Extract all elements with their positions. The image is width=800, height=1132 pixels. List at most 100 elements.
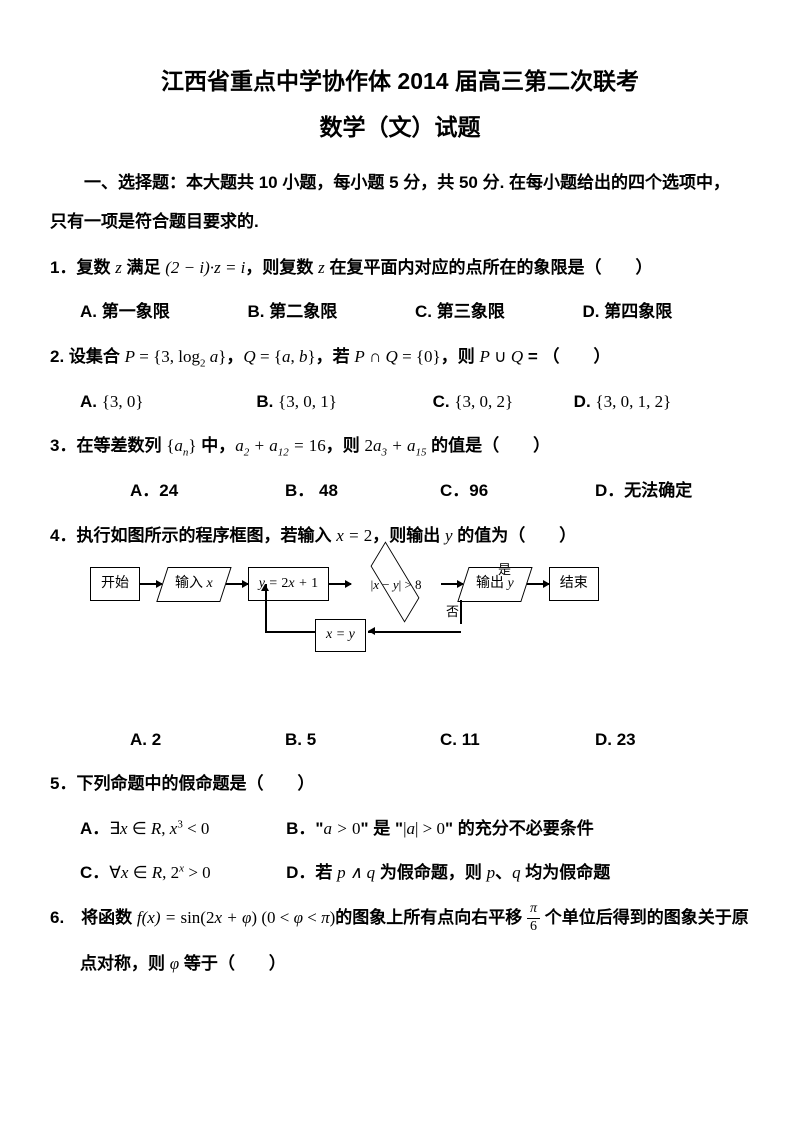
flowchart: 开始 输入 x y = 2x + 1 |x − y| > 8 输出 y 结束 是… <box>90 564 750 674</box>
fc-loop-v2 <box>265 584 267 632</box>
fc-loop-arrowhead-1 <box>368 627 375 635</box>
q6-frac-den: 6 <box>527 919 540 936</box>
q1-options: A. 第一象限 B. 第二象限 C. 第三象限 D. 第四象限 <box>50 296 750 328</box>
q5-opt-d: D．若 p ∧ q 为假命题，则 p、q 均为假命题 <box>286 857 750 889</box>
question-3: 3．在等差数列 {an} 中，a2 + a12 = 16，则 2a3 + a15… <box>50 430 750 463</box>
question-1: 1．复数 z 满足 (2 − i)·z = i，则复数 z 在复平面内对应的点所… <box>50 252 750 284</box>
q3-suffix: 的值是（ ） <box>426 436 550 455</box>
q6-fx: f(x) = sin(2x + φ) <box>137 908 257 927</box>
q2-eq2: = （ ） <box>523 347 610 366</box>
q2-p: P <box>125 347 135 366</box>
q2-q: Q <box>243 347 255 366</box>
q1-mid2: ，则复数 <box>245 258 318 277</box>
q4-prefix: 4．执行如图所示的程序框图，若输入 <box>50 526 336 545</box>
q3-opt-a: A．24 <box>130 475 285 507</box>
fc-input-text: 输入 x <box>175 571 213 598</box>
q5-b-m2: |a| > 0 <box>403 819 445 838</box>
q6-frac-num: π <box>527 901 540 919</box>
q3-opt-b: B． 48 <box>285 475 440 507</box>
q5-d-pre: D．若 <box>286 863 337 882</box>
q2-opt-d: D. {3, 0, 1, 2} <box>574 386 750 418</box>
fc-loop-arrowhead-2 <box>261 584 269 591</box>
q5-opt-c: C．∀x ∈ R, 2x > 0 <box>80 857 286 889</box>
q1-opt-d: D. 第四象限 <box>583 296 751 328</box>
q4-mid: ，则输出 <box>372 526 445 545</box>
q5-d-m1: p ∧ q <box>337 863 375 882</box>
fc-arrow-2 <box>226 583 248 585</box>
title-line2: 数学（文）试题 <box>50 106 750 150</box>
q6-phi: φ <box>170 954 179 973</box>
q2-mid2: ，则 <box>441 347 480 366</box>
q5-b-suf: " 的充分不必要条件 <box>445 819 594 838</box>
q5-d-mid2: 、 <box>495 863 512 882</box>
q5-b-pre: B．" <box>286 819 323 838</box>
fc-input: 输入 x <box>156 567 231 602</box>
q5-b-mid: " 是 " <box>360 819 403 838</box>
q3-mid1: 中， <box>197 436 236 455</box>
fc-calc: y = 2x + 1 <box>248 567 329 602</box>
q2-options: A. {3, 0} B. {3, 0, 1} C. {3, 0, 2} D. {… <box>50 386 750 418</box>
question-2: 2. 设集合 P = {3, log2 a}，Q = {a, b}，若 P ∩ … <box>50 341 750 374</box>
q1-eq: (2 − i)·z = i <box>165 258 245 277</box>
q6-l2-pre: 点对称，则 <box>80 954 170 973</box>
q2-cup: ∪ <box>490 347 511 366</box>
q3-an: {an} <box>166 436 196 455</box>
fc-cond: |x − y| > 8 <box>351 566 441 602</box>
q4-opt-a: A. 2 <box>130 724 285 756</box>
fc-output: 输出 y <box>457 567 532 602</box>
question-5: 5．下列命题中的假命题是（ ） <box>50 768 750 800</box>
title-line1: 江西省重点中学协作体 2014 届高三第二次联考 <box>50 60 750 104</box>
q4-opt-d: D. 23 <box>595 724 750 756</box>
q1-mid1: 满足 <box>122 258 165 277</box>
q2-pqeq: = {0} <box>398 347 441 366</box>
q2-pq2: Q <box>386 347 398 366</box>
q5-b-m1: a > 0 <box>324 819 361 838</box>
q3-options: A．24 B． 48 C．96 D．无法确定 <box>50 475 750 507</box>
section-header-line2: 只有一项是符合题目要求的. <box>50 206 750 238</box>
q4-x2: x = 2 <box>336 526 372 545</box>
q3-eq1: a2 + a12 = 16 <box>235 436 325 455</box>
fc-arrow-5 <box>527 583 549 585</box>
fc-yes-label: 是 <box>498 558 511 583</box>
q1-opt-b: B. 第二象限 <box>248 296 416 328</box>
question-6: 6. 将函数 f(x) = sin(2x + φ) (0 < φ < π)的图象… <box>50 901 750 936</box>
q3-opt-d: D．无法确定 <box>595 475 750 507</box>
q2-opt-c: C. {3, 0, 2} <box>433 386 574 418</box>
section-header-line1: 一、选择题：本大题共 10 小题，每小题 5 分，共 50 分. 在每小题给出的… <box>50 167 750 199</box>
q1-prefix: 1．复数 <box>50 258 115 277</box>
q2-c1: ， <box>226 347 243 366</box>
q4-opt-c: C. 11 <box>440 724 595 756</box>
q5-d-suf: 均为假命题 <box>521 863 611 882</box>
fc-no-label: 否 <box>446 600 459 625</box>
q5-a-math: ∃x ∈ R, x3 < 0 <box>109 819 209 838</box>
q3-opt-c: C．96 <box>440 475 595 507</box>
q1-suffix: 在复平面内对应的点所在的象限是（ ） <box>325 258 653 277</box>
fc-loop-v1 <box>460 600 462 624</box>
fc-arrow-4 <box>441 583 463 585</box>
q2-peq: = {3, log2 a} <box>135 347 226 366</box>
fc-loop-h1 <box>368 631 461 633</box>
q5-opt-b: B．"a > 0" 是 "|a| > 0" 的充分不必要条件 <box>286 813 750 845</box>
q2-prefix: 2. 设集合 <box>50 347 125 366</box>
question-6-line2: 点对称，则 φ 等于（ ） <box>50 948 750 980</box>
fc-cond-text: |x − y| > 8 <box>351 573 441 598</box>
q6-prefix: 6. 将函数 <box>50 908 137 927</box>
q2-uq: Q <box>511 347 523 366</box>
flowchart-row1: 开始 输入 x y = 2x + 1 |x − y| > 8 输出 y 结束 <box>90 564 750 604</box>
q6-mid2: 个单位后得到的图象关于原 <box>540 908 749 927</box>
q2-opt-a: A. {3, 0} <box>80 386 256 418</box>
q4-options: A. 2 B. 5 C. 11 D. 23 <box>50 724 750 756</box>
q2-pu: P <box>479 347 489 366</box>
q4-opt-b: B. 5 <box>285 724 440 756</box>
q5-c-math: ∀x ∈ R, 2x > 0 <box>109 863 210 882</box>
q2-pq: P <box>354 347 364 366</box>
q6-l2-suf: 等于（ ） <box>179 954 286 973</box>
q5-d-q: q <box>512 863 521 882</box>
fc-loop-h2 <box>265 631 315 633</box>
q5-d-p: p <box>487 863 496 882</box>
q5-opt-a: A．∃x ∈ R, x3 < 0 <box>80 813 286 845</box>
q4-suffix: 的值为（ ） <box>453 526 577 545</box>
fc-arrow-3 <box>329 583 351 585</box>
q1-z1: z <box>115 258 122 277</box>
fc-start: 开始 <box>90 567 140 602</box>
